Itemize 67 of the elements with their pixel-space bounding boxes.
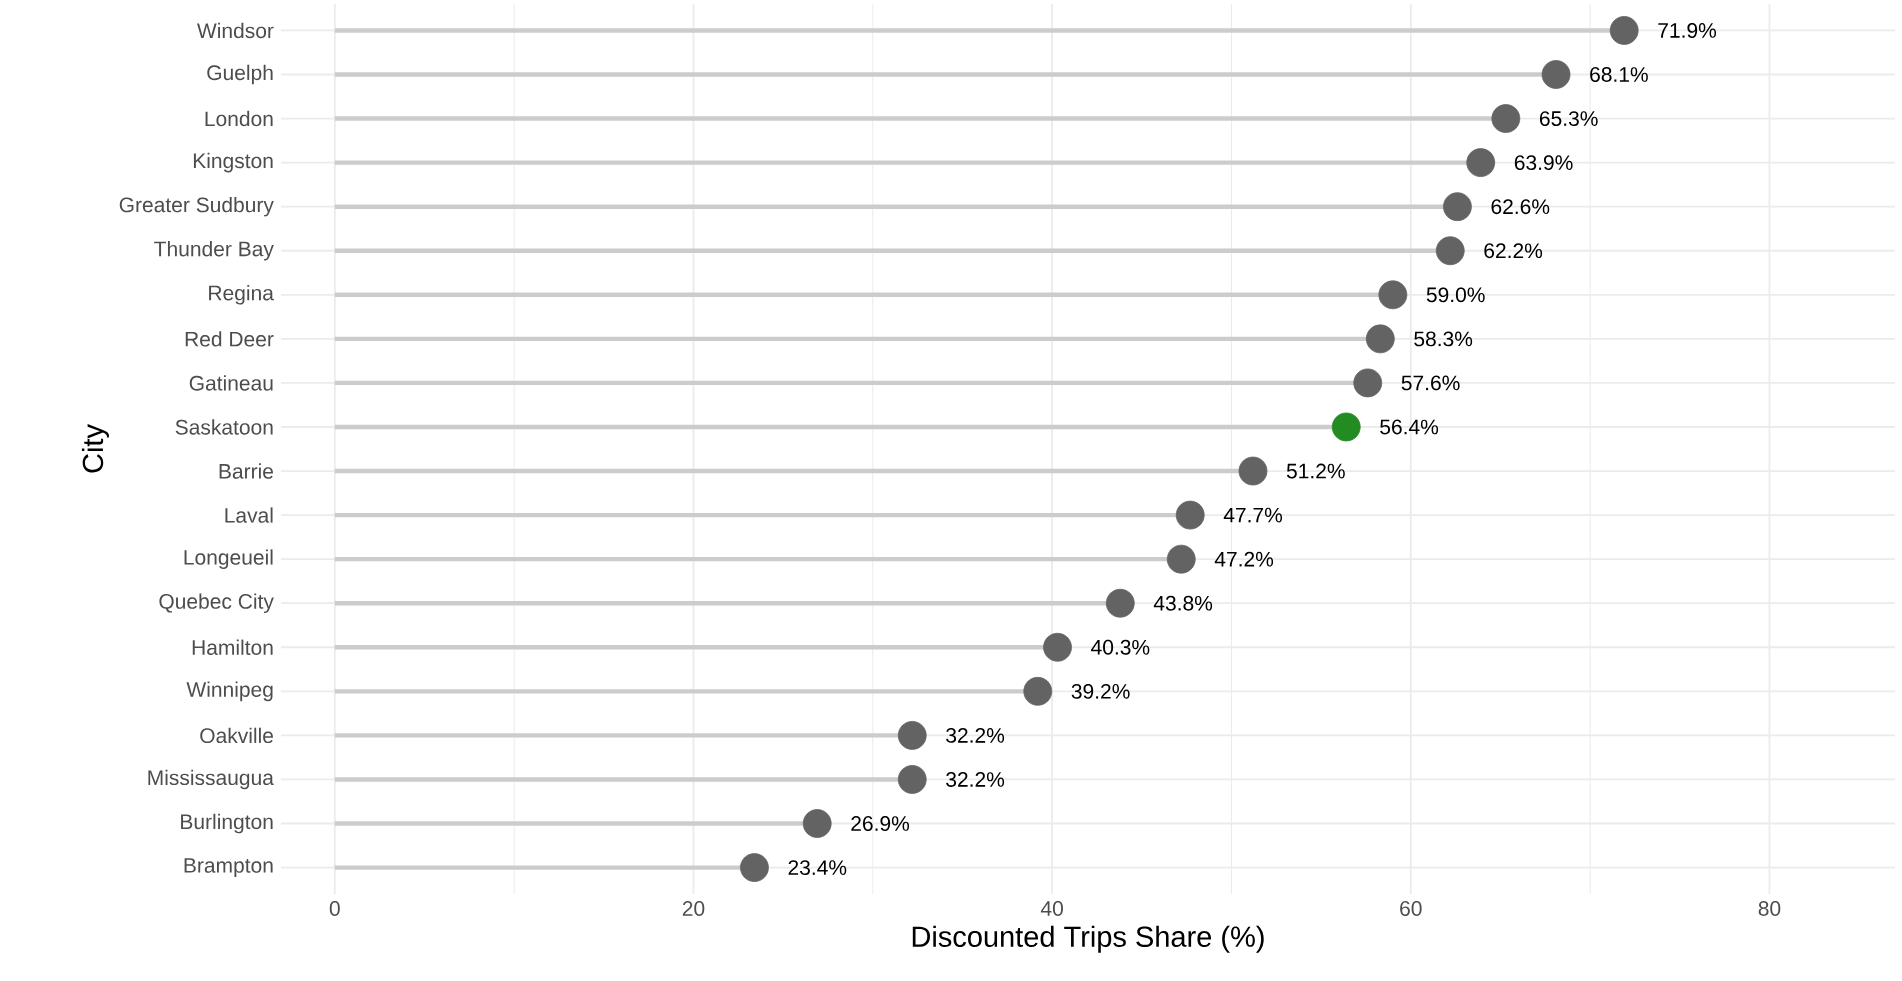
y-tick-label: Oakville: [200, 727, 273, 744]
x-tick-label: 60: [1400, 901, 1422, 916]
data-label: 40.3%: [1091, 639, 1150, 655]
y-tick-label: Winnipeg: [186, 681, 273, 702]
y-tick-label: Greater Sudbury: [119, 196, 274, 217]
x-tick-label: 80: [1758, 901, 1781, 916]
x-tick-label: 40: [1040, 901, 1063, 916]
y-tick-label: Barrie: [219, 463, 273, 479]
point: [1541, 60, 1571, 89]
point: [1043, 632, 1072, 662]
y-tick-label: Thunder Bay: [154, 240, 274, 261]
y-tick-label: Red Deer: [185, 331, 274, 347]
point: [802, 809, 832, 838]
data-label: 57.6%: [1401, 375, 1460, 391]
data-label: 32.2%: [946, 727, 1005, 743]
x-tick-label: 0: [329, 901, 340, 916]
point: [1609, 16, 1639, 45]
y-tick-label: Brampton: [184, 858, 273, 877]
point: [1491, 104, 1521, 133]
data-label: 39.2%: [1071, 683, 1130, 699]
point: [1435, 236, 1465, 266]
y-tick-label: Kingston: [193, 152, 273, 173]
point: [897, 765, 927, 794]
point: [1353, 368, 1383, 398]
data-label: 23.4%: [788, 860, 847, 876]
y-tick-label: London: [205, 110, 273, 127]
data-label: 32.2%: [946, 772, 1005, 787]
data-label: 47.2%: [1214, 551, 1274, 567]
data-label: 58.3%: [1414, 331, 1473, 347]
x-tick-label: 20: [682, 901, 705, 916]
data-label: 63.9%: [1514, 155, 1573, 171]
y-axis-title: City: [81, 424, 109, 473]
data-label: 47.7%: [1223, 507, 1283, 523]
point: [1105, 588, 1135, 618]
y-tick-label: Saskatoon: [175, 419, 273, 435]
data-label: 68.1%: [1590, 67, 1648, 82]
y-tick-label: Windsor: [197, 22, 274, 39]
point: [1238, 456, 1268, 486]
point: [1378, 280, 1408, 310]
data-label: 51.2%: [1286, 463, 1345, 479]
y-tick-label: Quebec City: [159, 593, 274, 614]
point: [1365, 324, 1395, 354]
data-label: 56.4%: [1380, 419, 1439, 435]
point: [1175, 500, 1205, 530]
point: [1166, 544, 1196, 574]
y-tick-label: Mississaugua: [148, 769, 274, 790]
y-tick-label: Guelph: [207, 64, 273, 85]
data-label: 26.9%: [851, 816, 910, 831]
data-label: 65.3%: [1539, 111, 1598, 127]
data-label: 43.8%: [1153, 595, 1213, 611]
data-label: 62.6%: [1491, 199, 1550, 215]
point: [1466, 148, 1496, 178]
y-tick-label: Longeueil: [184, 549, 273, 569]
data-label: 62.2%: [1484, 243, 1543, 259]
y-tick-label: Laval: [225, 507, 273, 523]
y-tick-label: Hamilton: [192, 639, 273, 655]
data-label: 59.0%: [1426, 287, 1485, 303]
point: [1443, 192, 1472, 222]
x-axis-title: Discounted Trips Share (%): [912, 925, 1264, 953]
point: [740, 853, 769, 882]
point: [897, 720, 927, 750]
data-label: 71.9%: [1658, 23, 1717, 38]
point: [1023, 676, 1053, 706]
point: [1331, 412, 1361, 442]
y-tick-label: Regina: [209, 285, 274, 305]
y-tick-label: Burlington: [181, 813, 273, 834]
y-tick-label: Gatineau: [189, 375, 273, 391]
